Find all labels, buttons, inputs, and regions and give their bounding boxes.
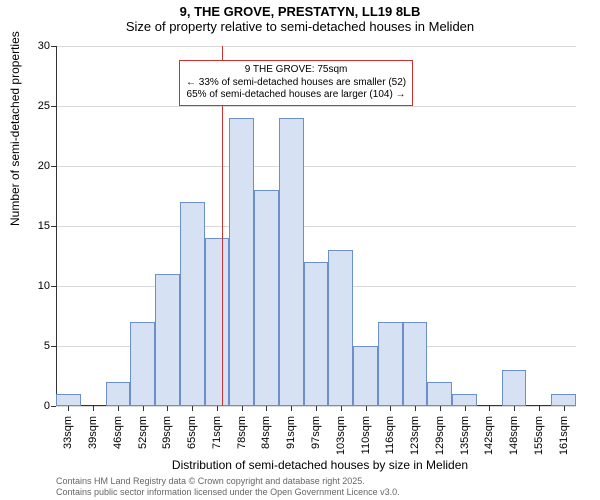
histogram-bar	[304, 262, 329, 406]
x-tick	[242, 406, 243, 411]
histogram-chart: 05101520253033sqm39sqm46sqm52sqm59sqm65s…	[56, 46, 576, 406]
histogram-bar	[279, 118, 304, 406]
x-tick	[217, 406, 218, 411]
histogram-bar	[353, 346, 378, 406]
y-tick-label: 30	[20, 40, 50, 52]
histogram-bar	[551, 394, 576, 406]
y-tick-label: 10	[20, 280, 50, 292]
x-tick	[539, 406, 540, 411]
histogram-bar	[180, 202, 205, 406]
histogram-bar	[254, 190, 279, 406]
histogram-bar	[56, 394, 81, 406]
x-tick	[167, 406, 168, 411]
x-tick	[465, 406, 466, 411]
y-axis-label: Number of semi-detached properties	[8, 31, 22, 226]
x-tick	[514, 406, 515, 411]
data-credits: Contains HM Land Registry data © Crown c…	[56, 476, 400, 498]
x-tick	[341, 406, 342, 411]
y-tick-label: 0	[20, 400, 50, 412]
x-tick	[266, 406, 267, 411]
chart-title-address: 9, THE GROVE, PRESTATYN, LL19 8LB	[0, 4, 600, 19]
annotation-line: 65% of semi-detached houses are larger (…	[186, 89, 406, 102]
x-tick	[192, 406, 193, 411]
annotation-box: 9 THE GROVE: 75sqm← 33% of semi-detached…	[179, 60, 413, 106]
histogram-bar	[106, 382, 131, 406]
credit-line-2: Contains public sector information licen…	[56, 487, 400, 498]
x-tick	[316, 406, 317, 411]
gridline	[56, 226, 576, 227]
x-tick	[489, 406, 490, 411]
y-tick-label: 20	[20, 160, 50, 172]
y-tick-label: 5	[20, 340, 50, 352]
y-axis-line	[56, 46, 57, 406]
y-tick-label: 15	[20, 220, 50, 232]
x-tick	[143, 406, 144, 411]
y-tick	[51, 406, 56, 407]
histogram-bar	[502, 370, 527, 406]
gridline	[56, 106, 576, 107]
histogram-bar	[378, 322, 403, 406]
chart-subtitle: Size of property relative to semi-detach…	[0, 19, 600, 34]
x-tick	[415, 406, 416, 411]
x-tick	[93, 406, 94, 411]
x-tick	[564, 406, 565, 411]
histogram-bar	[403, 322, 428, 406]
annotation-line: ← 33% of semi-detached houses are smalle…	[186, 77, 406, 90]
gridline	[56, 166, 576, 167]
x-axis-label: Distribution of semi-detached houses by …	[20, 458, 600, 472]
histogram-bar	[427, 382, 452, 406]
x-tick	[118, 406, 119, 411]
histogram-bar	[229, 118, 254, 406]
histogram-bar	[452, 394, 477, 406]
x-tick	[390, 406, 391, 411]
histogram-bar	[205, 238, 230, 406]
y-tick-label: 25	[20, 100, 50, 112]
x-tick	[291, 406, 292, 411]
annotation-line: 9 THE GROVE: 75sqm	[186, 64, 406, 77]
x-tick	[366, 406, 367, 411]
histogram-bar	[130, 322, 155, 406]
x-tick	[440, 406, 441, 411]
credit-line-1: Contains HM Land Registry data © Crown c…	[56, 476, 400, 487]
histogram-bar	[155, 274, 180, 406]
histogram-bar	[328, 250, 353, 406]
gridline	[56, 46, 576, 47]
x-tick	[68, 406, 69, 411]
